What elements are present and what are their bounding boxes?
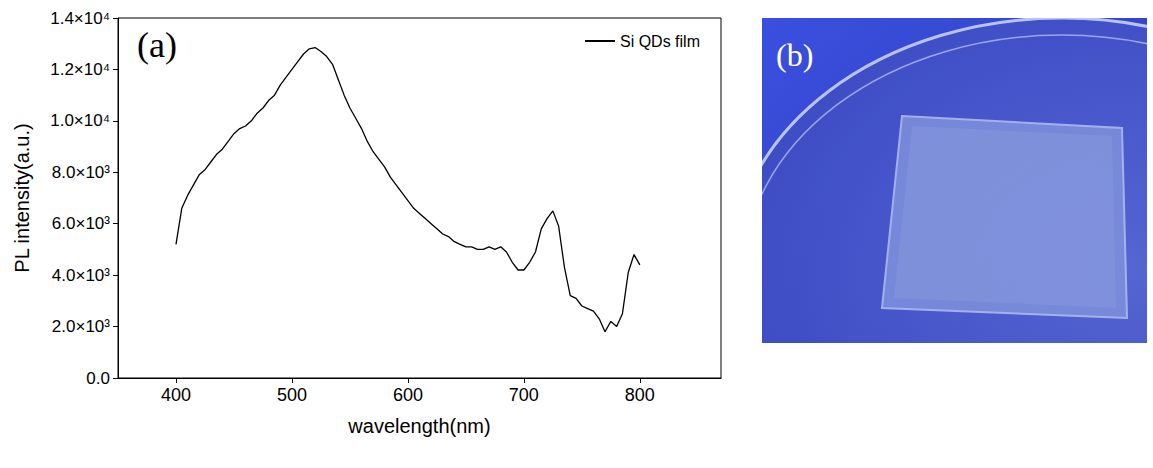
svg-text:1.2×10⁴: 1.2×10⁴ bbox=[50, 60, 110, 79]
svg-text:500: 500 bbox=[277, 385, 307, 405]
svg-text:(a): (a) bbox=[137, 25, 177, 65]
svg-text:800: 800 bbox=[625, 385, 655, 405]
svg-text:400: 400 bbox=[161, 385, 191, 405]
svg-text:wavelength(nm): wavelength(nm) bbox=[347, 415, 490, 437]
svg-text:1.4×10⁴: 1.4×10⁴ bbox=[50, 9, 110, 28]
svg-text:0.0: 0.0 bbox=[86, 369, 110, 388]
svg-text:700: 700 bbox=[509, 385, 539, 405]
svg-text:(b): (b) bbox=[776, 37, 813, 73]
svg-text:PL intensity(a.u.): PL intensity(a.u.) bbox=[11, 123, 33, 272]
svg-text:1.0×10⁴: 1.0×10⁴ bbox=[50, 111, 110, 130]
svg-text:2.0×10³: 2.0×10³ bbox=[52, 317, 110, 336]
svg-text:600: 600 bbox=[393, 385, 423, 405]
svg-text:8.0×10³: 8.0×10³ bbox=[52, 163, 110, 182]
svg-text:6.0×10³: 6.0×10³ bbox=[52, 214, 110, 233]
svg-text:Si QDs film: Si QDs film bbox=[620, 33, 700, 50]
svg-text:4.0×10³: 4.0×10³ bbox=[52, 266, 110, 285]
